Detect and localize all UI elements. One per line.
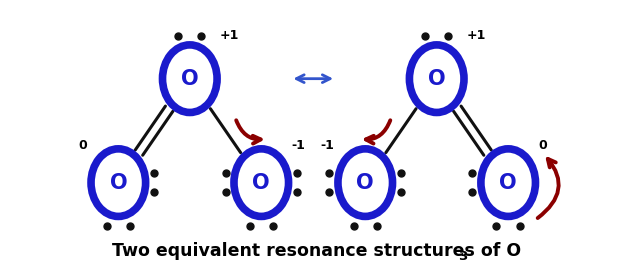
Ellipse shape [234, 149, 289, 216]
Ellipse shape [481, 149, 536, 216]
Text: Two equivalent resonance structures of O: Two equivalent resonance structures of O [112, 242, 521, 260]
Ellipse shape [410, 45, 464, 112]
Ellipse shape [91, 149, 146, 216]
Text: 3: 3 [458, 250, 467, 262]
Text: +1: +1 [467, 29, 486, 42]
Text: +1: +1 [220, 29, 239, 42]
Text: 0: 0 [78, 139, 87, 152]
Ellipse shape [163, 45, 217, 112]
Text: O: O [110, 173, 127, 193]
Text: O: O [428, 69, 446, 89]
Text: O: O [253, 173, 270, 193]
Text: O: O [356, 173, 374, 193]
Text: O: O [181, 69, 199, 89]
Ellipse shape [338, 149, 392, 216]
Text: -1: -1 [291, 139, 305, 152]
Text: -1: -1 [320, 139, 334, 152]
Text: 0: 0 [538, 139, 547, 152]
Text: O: O [499, 173, 517, 193]
